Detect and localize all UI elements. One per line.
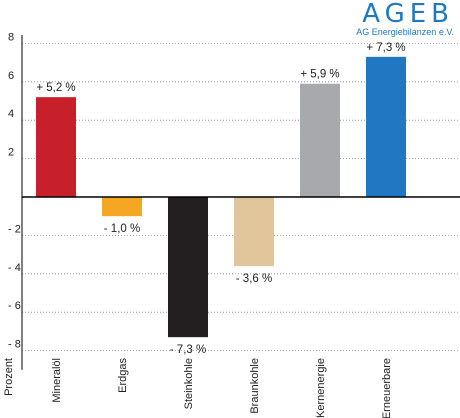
bar [168,197,208,338]
y-tick-label: - 4 [8,262,21,274]
category-label: Braunkohle [249,358,261,414]
y-tick-label: 6 [8,70,14,82]
bar [234,197,274,267]
y-tick-label: 8 [8,31,14,43]
brand-subtitle: AG Energiebilanzen e.V. [356,27,454,37]
category-label: Erneuerbare [381,358,393,418]
data-label: - 7,3 % [170,344,206,356]
y-axis-title: Prozent [3,358,15,396]
data-label: - 3,6 % [236,273,272,285]
bar [36,97,76,197]
y-tick-label: - 6 [8,300,21,312]
y-tick-label: 4 [8,108,14,120]
bar [102,197,142,217]
data-label: + 5,9 % [300,69,339,81]
category-label: Steinkohle [183,358,195,409]
y-tick-label: 2 [8,147,14,159]
y-tick-label: - 2 [8,223,21,235]
y-tick-label: - 8 [8,339,21,351]
brand-logo-text: AGEB [362,0,454,29]
ageb-logo: AGEB AG Energiebilanzen e.V. [356,0,454,37]
data-label: - 1,0 % [104,223,140,235]
data-label: + 5,2 % [36,82,75,94]
category-label: Mineralöl [51,358,63,403]
category-label: Erdgas [117,358,129,393]
bar [366,56,406,198]
bar [300,83,340,197]
category-label: Kernenergie [315,358,327,418]
data-label: + 7,3 % [366,42,405,54]
